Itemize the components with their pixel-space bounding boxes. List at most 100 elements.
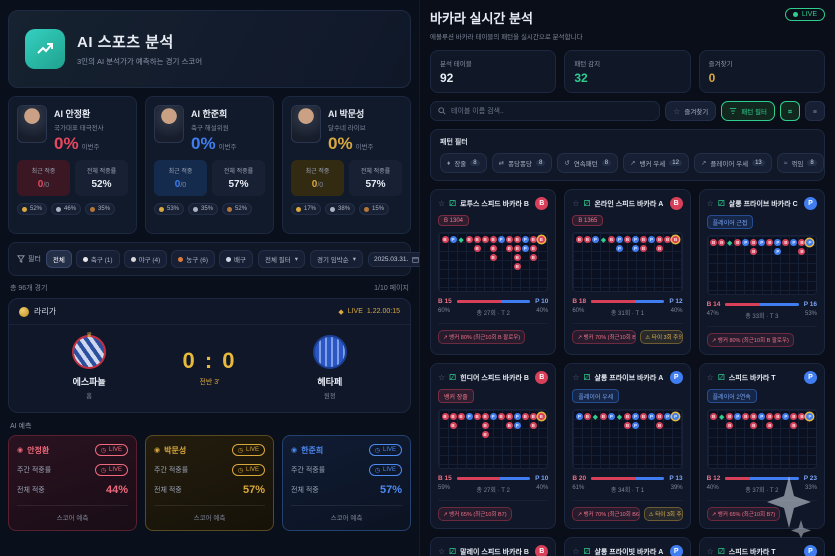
bp-ratio-bar (725, 477, 799, 480)
baccarat-table-card[interactable]: ☆ ⚂ 살롱 프라이브 바카라 A P 플레이어 우세 P B ◆ B P ◆ B B P P B P B B P P B… (564, 363, 691, 529)
banker-ratio-fill (591, 477, 636, 480)
table-title: 로투스 스피드 바카라 B (460, 200, 529, 208)
roadmap-cell: P (790, 238, 798, 247)
baccarat-table-card[interactable]: ☆ ⚂ 살롱 프라이브 바카라 C P 플레이어 근접 B B ◆ B P B B P B P P B P B B P B… (698, 189, 825, 355)
result-bead: P (734, 413, 742, 420)
analyst-week-pct: 0% 이번주 (54, 134, 100, 153)
result-bead: B (529, 413, 537, 420)
result-bead: B (575, 236, 583, 243)
roadmap-cell: B (513, 244, 521, 253)
baccarat-table-card[interactable]: ☆ ⚂ 힌디어 스피드 바카라 B B 뱅커 장줄 B B B B P B B B B P B B B P P B B B B… (430, 363, 557, 529)
medal-icon (159, 206, 164, 212)
prediction-card[interactable]: ◉ 박문성 ◷ LIVE 주간 적중률 ◷ LIVE 전체 적중 57% 스코어 예측 (145, 435, 274, 531)
roadmap-cell: B (640, 235, 648, 244)
search-placeholder: 테이블 이름 검색.. (451, 108, 504, 115)
round-summary: 총 33회 · T 3 (745, 314, 779, 320)
bp-stat-line: B 12 P 23 (707, 475, 817, 482)
baccarat-table-card[interactable]: ☆⚂말레이 스피드 바카라 BBB 1325BP◆BBB◆BBBPBBPBBB … (430, 537, 557, 556)
weekly-live-badge: ◷ LIVE (94, 464, 128, 476)
roadmap-cell: B (497, 412, 505, 421)
star-icon[interactable]: ☆ (572, 199, 580, 208)
roadmap-cell: B (481, 412, 489, 421)
page-indicator[interactable]: 1/10 페이지 (374, 285, 409, 292)
banker-ratio-fill (725, 477, 751, 480)
baccarat-table-card[interactable]: ☆⚂살롱 프라이빗 바카라 APP 1424B◆BPPB◆BBPPBPPBBBP… (564, 537, 691, 556)
sport-ball-icon (130, 256, 136, 262)
match-card[interactable]: 라리가 ◆ LIVE 1.22.00:15 ♛ 에스파뇰 홈 0 : 0 전반 … (8, 298, 411, 413)
sport-chip-배구[interactable]: 배구 (219, 250, 253, 268)
analyst-card[interactable]: AI 박문성 달수네 라이브 0% 이번주 최근 적중 0/0 전체 적중률 57% 17% 38… (282, 96, 411, 234)
clock-icon: ◷ (374, 447, 380, 454)
roadmap-cell: B (790, 421, 798, 430)
result-bead: P (449, 236, 457, 243)
result-bead: P (782, 413, 790, 420)
pattern-chip[interactable]: ⇄ 퐁당퐁당 8 (491, 153, 553, 173)
sports-panel: AI 스포츠 분석 3인의 AI 분석가가 예측하는 경기 스코어 AI 안정환… (8, 0, 496, 556)
table-title: 스피드 바카라 T (728, 374, 776, 382)
list-view-button[interactable] (805, 101, 825, 121)
star-icon[interactable]: ☆ (572, 373, 580, 382)
funnel-icon (17, 255, 25, 263)
away-team-name: 헤타페 (317, 377, 343, 387)
analyst-card[interactable]: AI 한준희 축구 해설위원 0% 이번주 최근 적중 0/0 전체 적중률 57% 53% 35… (145, 96, 274, 234)
banker-count: B 18 (572, 298, 587, 305)
pattern-chip-count: 12 (669, 160, 682, 166)
pattern-chip[interactable]: ↗ 플레이어 우세 13 (693, 153, 772, 173)
result-bead: P (758, 413, 766, 420)
predictor-name-text: 한준희 (301, 445, 324, 455)
pattern-chip[interactable]: ↗ 뱅커 우세 12 (623, 153, 689, 173)
star-icon[interactable]: ☆ (706, 547, 714, 556)
pattern-filter-button[interactable]: 패턴 필터 (721, 101, 775, 121)
pattern-chip[interactable]: ↺ 연속패턴 8 (557, 153, 619, 173)
date-from-input[interactable]: 2025.03.31. (367, 251, 426, 267)
roadmap-cell: P (774, 247, 782, 256)
grid-view-button[interactable] (780, 101, 800, 121)
trend-badge: ↗ 뱅커 65% (최근10회 B7) (706, 507, 781, 521)
baccarat-table-card[interactable]: ☆ ⚂ 스피드 바카라 T P 플레이어 2연속 B ◆ B B P B B B P B B B P B B B P B 1… (698, 363, 825, 529)
star-icon[interactable]: ☆ (706, 199, 714, 208)
result-bead: B (710, 413, 718, 420)
roadmap-cell: B (505, 235, 513, 244)
pattern-filter-title: 패턴 필터 (440, 139, 468, 146)
star-icon[interactable]: ☆ (438, 199, 446, 208)
star-icon[interactable]: ☆ (572, 547, 580, 556)
star-icon[interactable]: ☆ (438, 373, 446, 382)
home-team-label: 홈 (86, 393, 93, 400)
pattern-tag: 플레이어 우세 (572, 389, 620, 403)
baccarat-header: 바카라 실시간 분석 에볼루션 바카라 테이블의 패턴을 실시간으로 분석합니다… (430, 8, 825, 41)
favorites-button[interactable]: ☆ 즐겨찾기 (665, 101, 717, 121)
weekly-hit-row: 주간 적중률 ◷ LIVE (154, 464, 265, 476)
analyst-name: AI 안정환 (54, 109, 91, 119)
sport-chip-축구[interactable]: 축구 (1) (75, 250, 120, 268)
prediction-card[interactable]: ◉ 안정환 ◷ LIVE 주간 적중률 ◷ LIVE 전체 적중 44% 스코어 예측 (8, 435, 137, 531)
pattern-chip[interactable]: ≈ 꺾임 8 (776, 153, 824, 173)
roadmap-cell: P (806, 412, 814, 421)
roadmap-cell: B (750, 238, 758, 247)
search-input[interactable]: 테이블 이름 검색.. (430, 101, 661, 121)
sort-dropdown-1[interactable]: 전체 필터 ▾ (257, 250, 305, 268)
analyst-card[interactable]: AI 안정환 국가대표 태극전사 0% 이번주 최근 적중 0/0 전체 적중률 52% 52%… (8, 96, 137, 234)
result-bead: B (473, 413, 481, 420)
stat-box: 분석 테이블 92 (430, 50, 557, 93)
sport-chip-야구[interactable]: 야구 (4) (123, 250, 168, 268)
result-bead: P (774, 248, 782, 255)
banker-ratio-fill (456, 477, 500, 480)
roadmap-cell: B (465, 235, 473, 244)
bp-stat-sub: 40% 총 37회 · T 2 33% (707, 485, 817, 494)
pattern-chip[interactable]: ♦ 장줄 8 (440, 153, 487, 173)
star-icon[interactable]: ☆ (438, 547, 446, 556)
medal-pct: 52% (30, 206, 43, 212)
sort-dropdown-2[interactable]: 경기 임박순 ▾ (309, 250, 363, 268)
pattern-icon: ♦ (447, 159, 451, 167)
star-icon[interactable]: ☆ (706, 373, 714, 382)
match-card-body: ♛ 에스파뇰 홈 0 : 0 전반 3' 헤타페 원정 (9, 325, 410, 412)
sport-chip-전체[interactable]: 전체 (45, 250, 72, 268)
roadmap-cell: B (766, 412, 774, 421)
prediction-card[interactable]: ◉ 한준희 ◷ LIVE 주간 적중률 ◷ LIVE 전체 적중 57% 스코어 예측 (282, 435, 411, 531)
sport-chip-농구[interactable]: 농구 (6) (171, 250, 216, 268)
roadmap-cell: B (623, 412, 631, 421)
table-title: 말레이 스피드 바카라 B (460, 548, 529, 556)
